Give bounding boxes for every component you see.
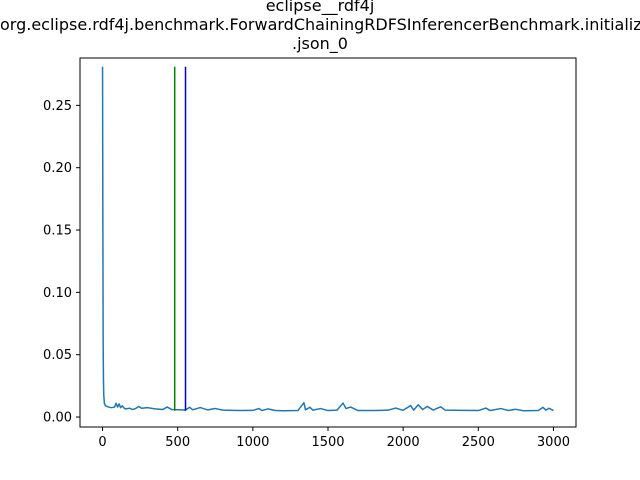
x-tick-label: 0 — [98, 435, 106, 450]
y-tick-label: 0.25 — [43, 99, 72, 114]
y-tick-label: 0.20 — [43, 161, 72, 176]
y-tick-label: 0.10 — [43, 286, 72, 301]
plot-area — [101, 66, 554, 412]
x-tick-label: 2500 — [462, 435, 495, 450]
chart-title-line-1: eclipse__rdf4j — [265, 0, 375, 15]
y-tick-label: 0.00 — [43, 411, 72, 426]
x-tick-label: 500 — [165, 435, 190, 450]
y-tick-label: 0.05 — [43, 348, 72, 363]
y-axis: 0.00 0.05 0.10 0.15 0.20 0.25 — [43, 99, 80, 426]
chart-title-line-2: org.eclipse.rdf4j.benchmark.ForwardChain… — [0, 15, 640, 34]
x-axis: 0 500 1000 1500 2000 2500 3000 — [98, 427, 570, 450]
plot-frame — [79, 57, 577, 428]
x-tick-label: 1000 — [236, 435, 269, 450]
x-tick-label: 3000 — [537, 435, 570, 450]
x-tick-label: 2000 — [387, 435, 420, 450]
x-tick-label: 1500 — [311, 435, 344, 450]
series-line-0 — [101, 66, 554, 412]
y-tick-label: 0.15 — [43, 224, 72, 239]
chart-title-line-3: .json_0 — [292, 34, 348, 53]
